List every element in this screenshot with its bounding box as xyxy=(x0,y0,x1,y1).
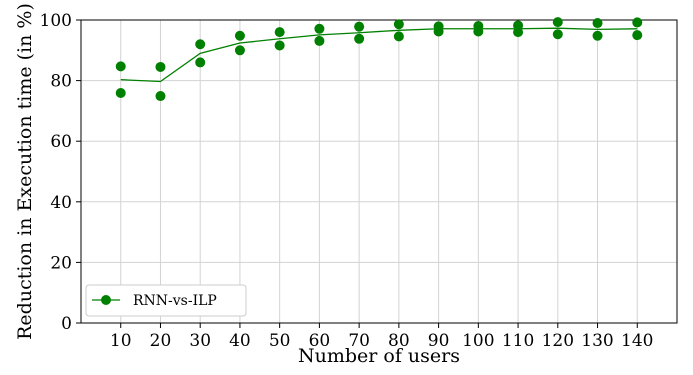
x-tick-label: 20 xyxy=(150,331,172,351)
x-tick-label: 70 xyxy=(348,331,370,351)
data-point xyxy=(195,39,206,50)
data-point xyxy=(592,30,603,41)
data-point xyxy=(552,17,563,28)
grid xyxy=(81,19,677,324)
data-point xyxy=(433,26,444,37)
data-point xyxy=(513,27,524,38)
data-point xyxy=(632,17,643,28)
data-point xyxy=(234,45,245,56)
data-point xyxy=(195,57,206,68)
x-tick-label: 100 xyxy=(462,331,494,351)
y-axis: 0 20 40 60 80 100 xyxy=(40,11,81,334)
y-tick-label: 40 xyxy=(50,193,72,213)
x-tick-label: 80 xyxy=(388,331,410,351)
x-tick-label: 90 xyxy=(428,331,450,351)
y-tick-label: 100 xyxy=(40,11,72,31)
data-point xyxy=(314,35,325,46)
x-tick-label: 30 xyxy=(189,331,211,351)
data-point xyxy=(354,33,365,44)
legend-marker xyxy=(101,295,111,305)
data-point xyxy=(632,30,643,41)
data-point xyxy=(234,30,245,41)
x-tick-label: 120 xyxy=(542,331,574,351)
data-point xyxy=(115,61,126,72)
legend-label: RNN-vs-ILP xyxy=(133,293,217,309)
x-tick-label: 60 xyxy=(309,331,331,351)
x-tick-label: 40 xyxy=(229,331,251,351)
data-point xyxy=(115,88,126,99)
data-point xyxy=(155,61,166,72)
data-point xyxy=(473,26,484,37)
x-tick-label: 140 xyxy=(621,331,653,351)
y-tick-label: 60 xyxy=(50,132,72,152)
series-layer xyxy=(115,17,643,102)
x-axis-label: Number of users xyxy=(298,345,460,367)
x-tick-label: 130 xyxy=(581,331,613,351)
data-point xyxy=(552,29,563,40)
data-point xyxy=(155,91,166,102)
data-point xyxy=(274,40,285,51)
data-point xyxy=(592,18,603,29)
legend: RNN-vs-ILP xyxy=(85,284,247,317)
legend-box xyxy=(85,284,247,317)
y-axis-label: Reduction in Execution time (in %) xyxy=(14,3,36,340)
data-point xyxy=(314,23,325,34)
plot-frame xyxy=(80,19,678,324)
series-line xyxy=(120,27,638,83)
data-point xyxy=(274,27,285,38)
y-tick-label: 0 xyxy=(61,314,72,334)
x-axis: 10 20 30 40 50 60 70 80 90 100 110 120 130 140 xyxy=(110,323,653,351)
x-tick-label: 10 xyxy=(110,331,132,351)
data-point xyxy=(354,21,365,32)
y-tick-label: 80 xyxy=(50,72,72,92)
x-tick-label: 50 xyxy=(269,331,291,351)
data-point xyxy=(393,19,404,30)
x-tick-label: 110 xyxy=(502,331,534,351)
data-point xyxy=(393,31,404,42)
y-tick-label: 20 xyxy=(50,253,72,273)
